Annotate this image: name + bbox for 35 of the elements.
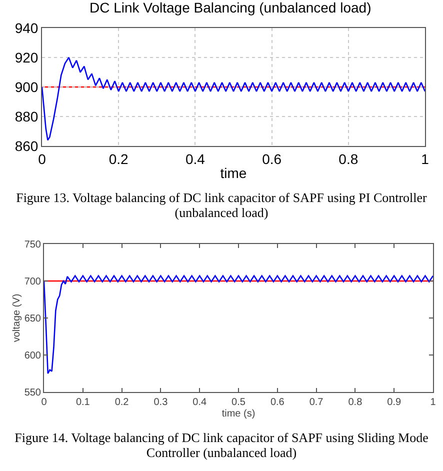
chart-title: DC Link Voltage Balancing (unbalanced load) bbox=[89, 0, 372, 16]
x-tick-label: 0.8 bbox=[338, 150, 358, 167]
x-tick-label: 0.2 bbox=[108, 150, 129, 167]
x-tick-label: 0.6 bbox=[270, 397, 285, 408]
x-tick-label: 0.2 bbox=[114, 397, 130, 408]
x-tick-label: 0.9 bbox=[387, 397, 402, 408]
x-tick-label: 0.7 bbox=[309, 397, 324, 408]
y-tick-label: 920 bbox=[14, 49, 38, 66]
y-tick-label: 750 bbox=[24, 240, 42, 250]
x-tick-label: 1 bbox=[421, 150, 430, 167]
caption: Figure 14. Voltage balancing of DC link capacitor of SAPF using Sliding Mode Controller (unbalanced load) bbox=[14, 429, 430, 462]
x-axis-title: time bbox=[220, 165, 247, 182]
y-axis-title: voltage (V) bbox=[11, 294, 22, 342]
line-series bbox=[42, 56, 425, 141]
y-tick-label: 900 bbox=[14, 78, 38, 95]
y-tick-label: 940 bbox=[14, 20, 38, 36]
caption: Figure 13. Voltage balancing of DC link capacitor of SAPF using PI Controller (unbalanced load) bbox=[15, 189, 428, 222]
x-axis-title: time (s) bbox=[222, 408, 256, 420]
x-tick-label: 0 bbox=[38, 150, 46, 167]
x-tick-label: 0.8 bbox=[348, 397, 363, 408]
y-tick-label: 880 bbox=[14, 108, 38, 124]
line-series bbox=[44, 275, 433, 374]
y-tick-label: 600 bbox=[24, 350, 42, 362]
x-tick-label: 0.4 bbox=[192, 397, 207, 408]
x-tick-label: 1 bbox=[430, 397, 436, 408]
x-tick-label: 0.5 bbox=[232, 397, 246, 408]
x-tick-label: 0.4 bbox=[185, 150, 206, 167]
x-tick-label: 0.1 bbox=[76, 397, 90, 408]
y-tick-label: 650 bbox=[24, 314, 42, 324]
x-tick-label: 0 bbox=[41, 397, 48, 408]
y-tick-label: 860 bbox=[14, 138, 38, 154]
x-tick-label: 0.3 bbox=[154, 397, 168, 408]
x-tick-label: 0.6 bbox=[262, 150, 282, 167]
y-tick-label: 700 bbox=[24, 276, 42, 288]
y-tick-label: 550 bbox=[24, 388, 42, 398]
